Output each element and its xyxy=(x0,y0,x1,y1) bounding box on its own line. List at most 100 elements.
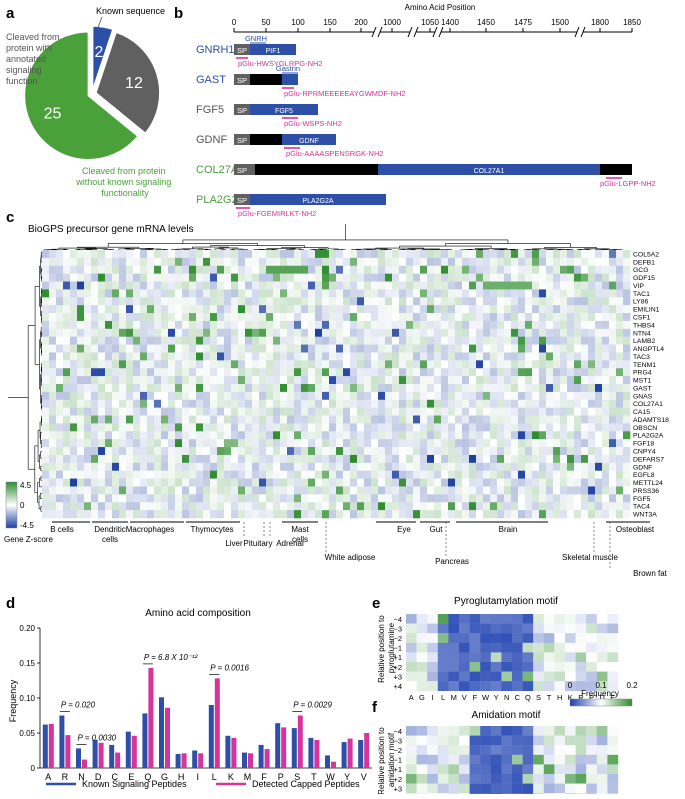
heatmap-cell xyxy=(497,336,505,345)
heatmap-cell xyxy=(371,391,379,401)
heatmap-cell xyxy=(252,399,260,408)
heatmap-cell xyxy=(364,305,372,314)
heatmap-cell xyxy=(385,368,393,377)
heatmap-cell xyxy=(511,265,519,274)
heatmap-cell xyxy=(469,273,477,282)
heatmap-cell xyxy=(371,399,379,408)
heatmap-cell xyxy=(441,281,449,290)
heatmap-cell xyxy=(392,313,400,322)
heatmap-cell xyxy=(266,250,274,259)
heatmap-cell xyxy=(231,352,239,361)
heatmap-cell xyxy=(539,399,547,408)
heatmap-cell xyxy=(623,320,631,330)
heatmap-cell xyxy=(539,462,547,472)
heatmap-cell xyxy=(231,470,239,479)
heatmap-cell xyxy=(273,250,281,259)
heatmap-cell xyxy=(609,399,617,408)
heatmap-cell xyxy=(336,439,344,448)
heatmap-cell xyxy=(287,399,295,408)
heatmap-cell xyxy=(532,265,540,274)
heatmap-cell xyxy=(336,313,344,322)
heatmap-cell xyxy=(504,502,512,511)
heatmap-cell xyxy=(567,470,575,479)
heatmap-cell xyxy=(42,250,50,259)
heatmap-cell xyxy=(329,478,337,487)
heatmap-cell xyxy=(553,320,561,330)
heatmap-cell xyxy=(224,344,232,353)
motif-cell xyxy=(406,774,417,784)
motif-cell xyxy=(501,754,513,765)
heatmap-cell xyxy=(189,273,197,282)
heatmap-cell xyxy=(406,486,414,495)
motif-cell xyxy=(586,614,597,624)
heatmap-cell xyxy=(392,281,400,290)
heatmap-cell xyxy=(476,431,484,440)
heatmap-cell xyxy=(434,510,442,519)
heatmap-cell xyxy=(378,352,386,361)
heatmap-cell xyxy=(399,447,407,456)
heatmap-cell xyxy=(623,313,631,322)
motif-cell xyxy=(459,633,470,643)
heatmap-cell xyxy=(196,289,204,298)
heatmap-cell xyxy=(364,399,372,408)
heatmap-cell xyxy=(308,470,316,479)
heatmap-cell xyxy=(161,439,169,448)
heatmap-cell xyxy=(147,281,155,290)
protein-domain xyxy=(250,74,282,85)
heatmap-cell xyxy=(245,407,253,416)
motif-cell xyxy=(522,642,534,653)
heatmap-cell xyxy=(602,447,610,456)
heatmap-cell xyxy=(238,486,246,495)
heatmap-cell xyxy=(175,368,183,377)
heatmap-cell xyxy=(294,257,302,267)
heatmap-cell xyxy=(287,447,295,456)
motif-cell xyxy=(416,745,428,755)
heatmap-cell xyxy=(56,510,64,519)
heatmap-cell xyxy=(196,447,204,456)
heatmap-cell xyxy=(448,305,456,314)
heatmap-cell xyxy=(476,336,484,345)
heatmap-cell xyxy=(546,257,554,267)
heatmap-cell xyxy=(91,336,99,345)
heatmap-cell xyxy=(140,336,148,345)
heatmap-cell xyxy=(42,510,50,519)
heatmap-cell xyxy=(595,494,603,503)
heatmap-cell xyxy=(420,336,428,345)
motif-cell xyxy=(427,745,438,755)
heatmap-cell xyxy=(112,265,120,274)
heatmap-cell xyxy=(273,510,281,519)
heatmap-cell xyxy=(182,439,190,448)
protein-domain xyxy=(282,74,298,85)
heatmap-cell xyxy=(616,470,624,479)
heatmap-cell xyxy=(133,502,141,511)
heatmap-cell xyxy=(154,376,162,385)
heatmap-cell xyxy=(245,328,253,338)
heatmap-cell xyxy=(126,486,134,495)
heatmap-cell xyxy=(336,273,344,282)
motif-cell xyxy=(565,642,576,653)
heatmap-cell xyxy=(308,415,316,424)
heatmap-cell xyxy=(91,344,99,353)
heatmap-cell xyxy=(343,328,351,338)
heatmap-cell xyxy=(497,494,505,503)
motif-cell xyxy=(427,633,438,643)
heatmap-cell xyxy=(196,344,204,353)
heatmap-cell xyxy=(140,494,148,503)
motif-cell xyxy=(427,652,438,663)
heatmap-cell xyxy=(448,328,456,338)
heatmap-cell xyxy=(329,486,337,495)
heatmap-cell xyxy=(343,399,351,408)
heatmap-cell xyxy=(441,431,449,440)
heatmap-cell xyxy=(168,502,176,511)
heatmap-cell xyxy=(455,494,463,503)
heatmap-cell xyxy=(378,320,386,330)
motif-cell xyxy=(543,614,555,624)
heatmap-cell xyxy=(266,265,274,274)
heatmap-cell xyxy=(378,250,386,259)
heatmap-cell xyxy=(497,415,505,424)
heatmap-cell xyxy=(588,328,596,338)
heatmap-cell xyxy=(252,344,260,353)
heatmap-cell xyxy=(350,313,358,322)
heatmap-cell xyxy=(336,297,344,306)
heatmap-cell xyxy=(441,399,449,408)
